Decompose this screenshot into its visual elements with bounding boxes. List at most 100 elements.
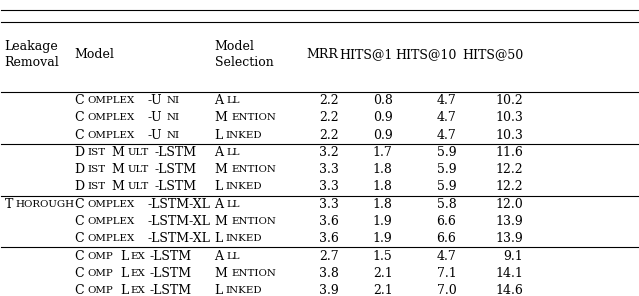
Text: 2.2: 2.2 <box>319 111 339 124</box>
Text: HITS@50: HITS@50 <box>462 48 523 61</box>
Text: 4.7: 4.7 <box>436 128 456 141</box>
Text: OMPLEX: OMPLEX <box>87 200 134 209</box>
Text: LL: LL <box>226 200 240 209</box>
Text: C: C <box>75 198 84 211</box>
Text: 10.3: 10.3 <box>495 111 523 124</box>
Text: IST: IST <box>88 165 105 174</box>
Text: 7.1: 7.1 <box>436 267 456 280</box>
Text: INKED: INKED <box>225 286 261 295</box>
Text: LL: LL <box>226 252 240 260</box>
Text: 10.3: 10.3 <box>495 128 523 141</box>
Text: 3.3: 3.3 <box>319 198 339 211</box>
Text: 1.9: 1.9 <box>373 232 393 245</box>
Text: 14.6: 14.6 <box>495 284 523 296</box>
Text: 3.6: 3.6 <box>319 215 339 228</box>
Text: M: M <box>215 267 227 280</box>
Text: 3.9: 3.9 <box>319 284 339 296</box>
Text: 1.7: 1.7 <box>373 146 393 159</box>
Text: NI: NI <box>166 131 180 140</box>
Text: OMPLEX: OMPLEX <box>87 234 134 243</box>
Text: HOROUGH: HOROUGH <box>15 200 75 209</box>
Text: 1.9: 1.9 <box>373 215 393 228</box>
Text: 10.2: 10.2 <box>495 94 523 107</box>
Text: 5.8: 5.8 <box>436 198 456 211</box>
Text: -U: -U <box>148 128 162 141</box>
Text: ENTION: ENTION <box>231 217 276 226</box>
Text: 3.2: 3.2 <box>319 146 339 159</box>
Text: -LSTM: -LSTM <box>155 163 197 176</box>
Text: D: D <box>75 146 85 159</box>
Text: -LSTM: -LSTM <box>150 267 192 280</box>
Text: Leakage
Removal: Leakage Removal <box>4 40 59 69</box>
Text: HITS@1: HITS@1 <box>339 48 393 61</box>
Text: 7.0: 7.0 <box>436 284 456 296</box>
Text: OMPLEX: OMPLEX <box>87 131 134 140</box>
Text: M: M <box>111 181 124 194</box>
Text: 0.8: 0.8 <box>373 94 393 107</box>
Text: L: L <box>215 181 223 194</box>
Text: MRR: MRR <box>307 48 339 61</box>
Text: ULT: ULT <box>127 148 149 157</box>
Text: LL: LL <box>226 96 240 105</box>
Text: OMPLEX: OMPLEX <box>87 217 134 226</box>
Text: 12.0: 12.0 <box>495 198 523 211</box>
Text: LL: LL <box>226 148 240 157</box>
Text: A: A <box>215 94 224 107</box>
Text: L: L <box>120 250 128 263</box>
Text: IST: IST <box>88 148 105 157</box>
Text: 2.1: 2.1 <box>373 284 393 296</box>
Text: -LSTM: -LSTM <box>155 146 197 159</box>
Text: C: C <box>75 128 84 141</box>
Text: D: D <box>75 163 85 176</box>
Text: 13.9: 13.9 <box>495 232 523 245</box>
Text: A: A <box>215 198 224 211</box>
Text: 0.9: 0.9 <box>373 111 393 124</box>
Text: 2.2: 2.2 <box>319 94 339 107</box>
Text: 4.7: 4.7 <box>436 250 456 263</box>
Text: C: C <box>75 215 84 228</box>
Text: C: C <box>75 250 84 263</box>
Text: 3.8: 3.8 <box>319 267 339 280</box>
Text: ENTION: ENTION <box>231 165 276 174</box>
Text: INKED: INKED <box>225 182 261 192</box>
Text: 1.5: 1.5 <box>373 250 393 263</box>
Text: L: L <box>215 128 223 141</box>
Text: 1.8: 1.8 <box>373 181 393 194</box>
Text: L: L <box>120 284 128 296</box>
Text: ULT: ULT <box>127 165 149 174</box>
Text: OMP: OMP <box>87 252 112 260</box>
Text: 5.9: 5.9 <box>436 163 456 176</box>
Text: 2.7: 2.7 <box>319 250 339 263</box>
Text: L: L <box>215 232 223 245</box>
Text: NI: NI <box>166 113 180 122</box>
Text: M: M <box>215 163 227 176</box>
Text: EX: EX <box>130 286 145 295</box>
Text: HITS@10: HITS@10 <box>395 48 456 61</box>
Text: ULT: ULT <box>127 182 149 192</box>
Text: OMP: OMP <box>87 286 112 295</box>
Text: 5.9: 5.9 <box>436 181 456 194</box>
Text: OMPLEX: OMPLEX <box>87 96 134 105</box>
Text: -U: -U <box>148 94 162 107</box>
Text: C: C <box>75 232 84 245</box>
Text: 1.8: 1.8 <box>373 198 393 211</box>
Text: M: M <box>215 111 227 124</box>
Text: -LSTM: -LSTM <box>150 284 192 296</box>
Text: M: M <box>111 146 124 159</box>
Text: L: L <box>120 267 128 280</box>
Text: NI: NI <box>166 96 180 105</box>
Text: EX: EX <box>130 269 145 278</box>
Text: 3.3: 3.3 <box>319 181 339 194</box>
Text: IST: IST <box>88 182 105 192</box>
Text: 13.9: 13.9 <box>495 215 523 228</box>
Text: -LSTM: -LSTM <box>155 181 197 194</box>
Text: T: T <box>4 198 13 211</box>
Text: -LSTM-XL: -LSTM-XL <box>148 232 210 245</box>
Text: C: C <box>75 111 84 124</box>
Text: -LSTM-XL: -LSTM-XL <box>148 198 210 211</box>
Text: ENTION: ENTION <box>231 113 276 122</box>
Text: 4.7: 4.7 <box>436 111 456 124</box>
Text: 12.2: 12.2 <box>495 181 523 194</box>
Text: -U: -U <box>148 111 162 124</box>
Text: C: C <box>75 267 84 280</box>
